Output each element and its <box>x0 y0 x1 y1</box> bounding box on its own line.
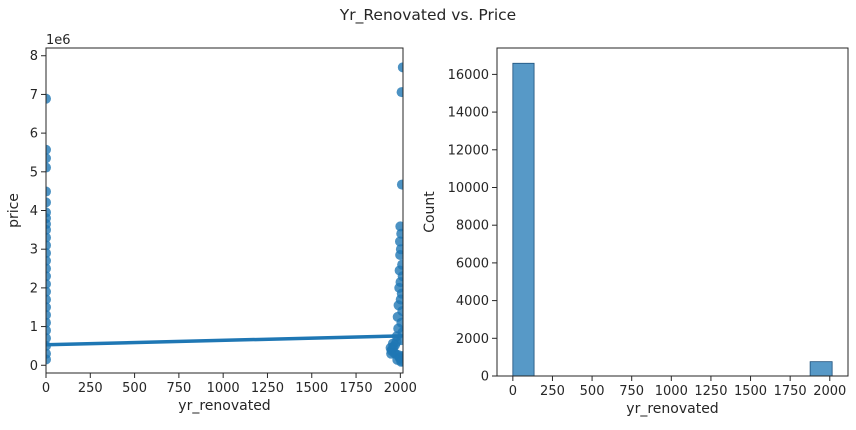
x-axis-label: yr_renovated <box>626 401 718 417</box>
scatter-point <box>46 325 51 336</box>
scatter-point <box>46 197 51 208</box>
y-tick-label: 16000 <box>448 68 489 83</box>
x-tick-label: 1000 <box>655 384 688 399</box>
y-tick-label: 0 <box>481 370 489 385</box>
y-tick-label: 1 <box>30 320 38 335</box>
y-tick-label: 8 <box>30 49 38 64</box>
x-tick-label: 0 <box>42 381 50 396</box>
y-tick-label: 5 <box>30 165 38 180</box>
x-tick-label: 1750 <box>340 381 373 396</box>
scatter-point <box>396 87 403 98</box>
scatter-point <box>395 249 403 260</box>
axes-frame <box>45 47 404 374</box>
y-tick-label: 8000 <box>456 219 489 234</box>
scatter-point <box>46 354 51 365</box>
scatter-point <box>46 279 51 290</box>
scatter-point <box>386 348 397 359</box>
scatter-points <box>46 62 403 367</box>
scatter-point <box>46 294 51 305</box>
regression-line <box>46 334 403 347</box>
axes-frame <box>496 47 849 377</box>
y-tick-label: 3 <box>30 243 38 258</box>
scatter-point <box>46 93 51 104</box>
scatter-point <box>46 232 51 243</box>
y-tick-label: 4000 <box>456 294 489 309</box>
x-tick-label: 1250 <box>251 381 284 396</box>
scatter-point <box>46 153 51 164</box>
y-tick-label: 4 <box>30 204 38 219</box>
scatter-point <box>46 271 51 282</box>
y-axis-label: price <box>6 193 22 228</box>
scatter-point <box>46 255 51 266</box>
x-tick-label: 750 <box>166 381 191 396</box>
y-tick-label: 6 <box>30 127 38 142</box>
scatter-point <box>46 309 51 320</box>
scatter-point <box>396 179 403 190</box>
scatter-point <box>46 317 51 328</box>
scatter-regression-plot: 0 250 500 750 1000 1250 1500 1750 2000 0 1 2 3 4 5 6 7 8 y… <box>6 33 417 414</box>
scatter-point <box>396 228 403 239</box>
scatter-point <box>46 144 51 155</box>
scatter-point <box>397 62 403 73</box>
scatter-point <box>46 224 51 235</box>
x-tick-label: 1000 <box>207 381 240 396</box>
x-tick-label: 0 <box>509 384 517 399</box>
y-tick-label: 0 <box>30 359 38 374</box>
scatter-point <box>394 236 403 247</box>
scatter-point <box>46 263 51 274</box>
y-tick-label: 12000 <box>448 143 489 158</box>
y-axis-label: Count <box>422 191 438 233</box>
y-tick-label: 6000 <box>456 256 489 271</box>
scatter-point <box>46 248 51 259</box>
y-tick-label: 2 <box>30 281 38 296</box>
y-tick-label: 10000 <box>448 181 489 196</box>
x-tick-label: 500 <box>122 381 147 396</box>
x-tick-label: 750 <box>619 384 644 399</box>
x-tick-label: 1250 <box>694 384 727 399</box>
scatter-point <box>46 240 51 251</box>
y-offset-label: 1e6 <box>46 33 71 48</box>
scatter-point <box>46 162 51 173</box>
scatter-point <box>396 356 403 367</box>
x-tick-label: 2000 <box>813 384 846 399</box>
scatter-point <box>46 286 51 297</box>
histogram-bar <box>809 361 833 377</box>
scatter-point <box>387 338 398 349</box>
x-axis-label: yr_renovated <box>178 398 270 414</box>
x-tick-label: 250 <box>540 384 565 399</box>
histogram-plot: 0 250 500 750 1000 1250 1500 1750 2000 0 2000 4000 6… <box>422 47 849 417</box>
y-tick-label: 2000 <box>456 332 489 347</box>
histogram-bar <box>512 62 535 377</box>
x-tick-label: 250 <box>78 381 103 396</box>
x-tick-label: 2000 <box>384 381 417 396</box>
y-tick-label: 14000 <box>448 106 489 121</box>
y-tick-label: 7 <box>30 88 38 103</box>
x-tick-label: 1750 <box>774 384 807 399</box>
scatter-point <box>46 186 51 197</box>
figure-title: Yr_Renovated vs. Price <box>339 6 516 25</box>
x-tick-label: 1500 <box>295 381 328 396</box>
x-tick-label: 1500 <box>734 384 767 399</box>
scatter-point <box>46 302 51 313</box>
x-tick-label: 500 <box>580 384 605 399</box>
scatter-point <box>46 333 51 344</box>
